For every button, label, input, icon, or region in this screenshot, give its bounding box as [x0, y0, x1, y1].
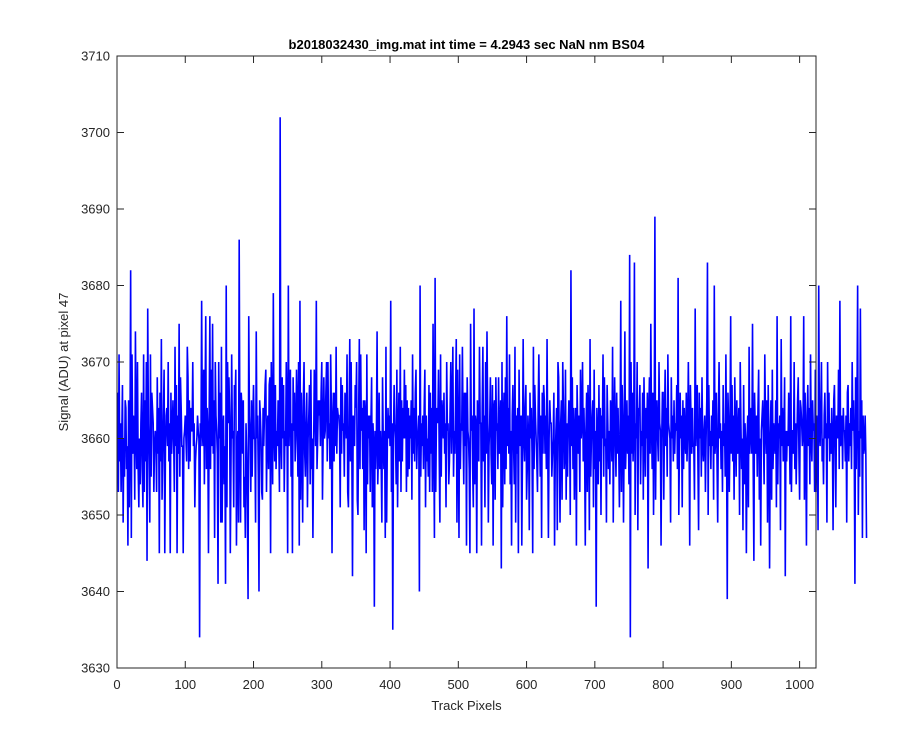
x-tick-label: 700	[584, 677, 606, 692]
x-tick-label: 600	[516, 677, 538, 692]
y-tick-label: 3630	[81, 661, 110, 676]
series-layer	[116, 117, 868, 638]
plot-area-background	[117, 56, 816, 668]
x-tick-label: 900	[721, 677, 743, 692]
x-tick-label: 500	[447, 677, 469, 692]
x-axis-label: Track Pixels	[431, 698, 502, 713]
x-tick-label: 100	[174, 677, 196, 692]
y-tick-label: 3640	[81, 584, 110, 599]
x-tick-label: 0	[113, 677, 120, 692]
y-tick-label: 3700	[81, 125, 110, 140]
x-tick-label: 200	[243, 677, 265, 692]
y-tick-label: 3710	[81, 49, 110, 64]
y-tick-label: 3670	[81, 355, 110, 370]
y-tick-label: 3660	[81, 431, 110, 446]
y-tick-label: 3650	[81, 508, 110, 523]
y-axis-label: Signal (ADU) at pixel 47	[56, 293, 71, 432]
x-tick-label: 300	[311, 677, 333, 692]
y-tick-label: 3690	[81, 202, 110, 217]
series-line-0	[116, 117, 868, 638]
y-tick-label: 3680	[81, 278, 110, 293]
x-tick-label: 400	[379, 677, 401, 692]
chart-title: b2018032430_img.mat int time = 4.2943 se…	[289, 37, 646, 52]
x-tick-label: 1000	[785, 677, 814, 692]
x-tick-label: 800	[652, 677, 674, 692]
axes-layer: 0 100 200 300 400 500 600 700 800 900 1000 3630 3640…	[81, 49, 817, 692]
